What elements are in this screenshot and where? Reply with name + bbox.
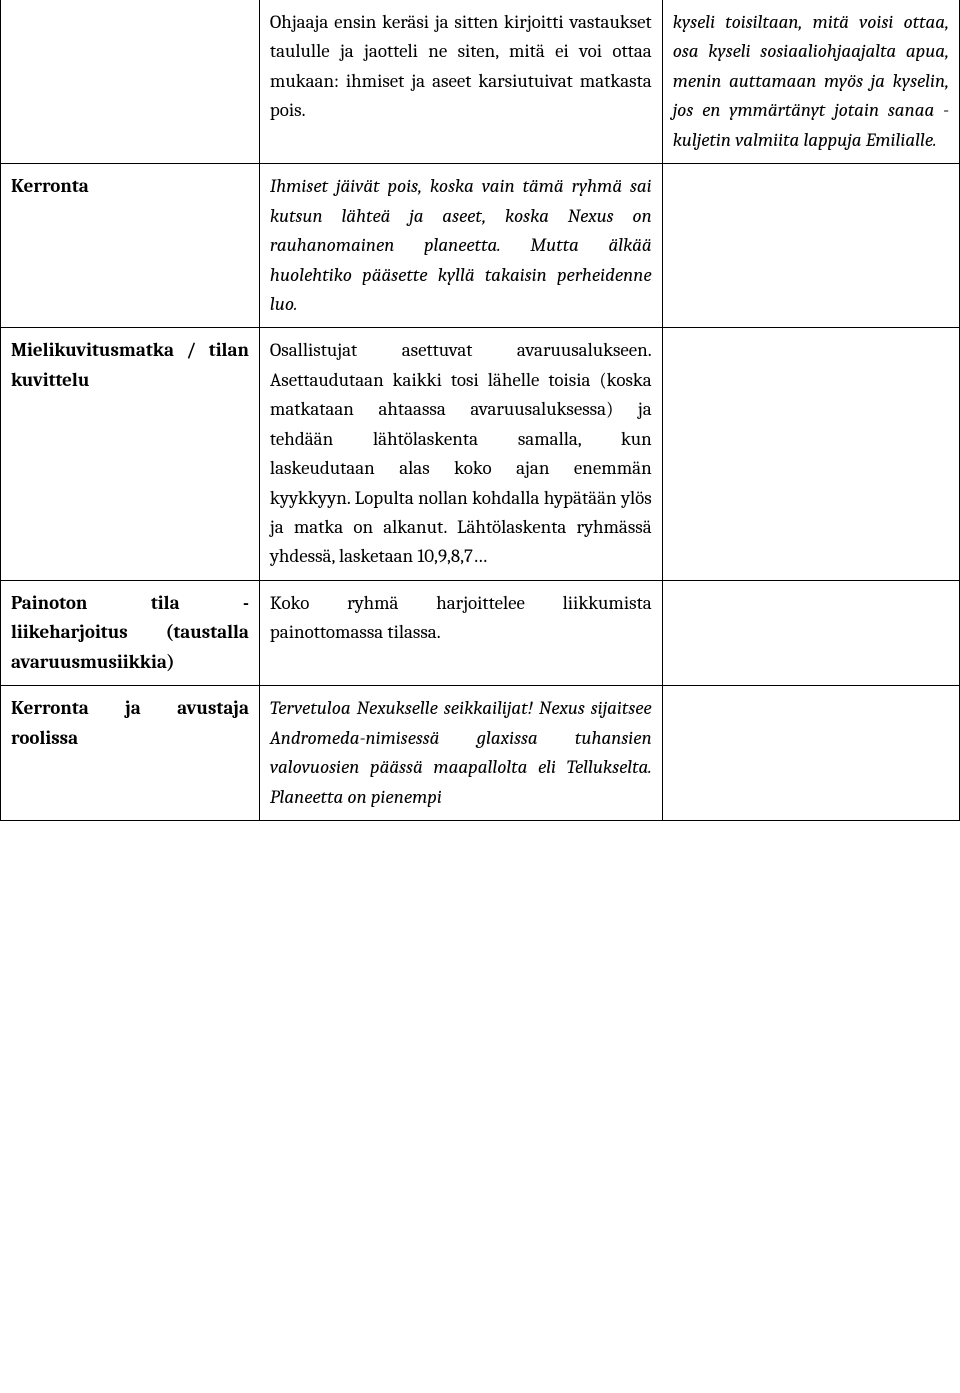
cell-label [1,0,260,164]
cell-label: Kerronta ja avustaja roolissa [1,686,260,821]
cell-note [662,580,959,685]
table-row: Kerronta Ihmiset jäivät pois, koska vain… [1,164,960,328]
table-body: Ohjaaja ensin keräsi ja sitten kirjoitti… [1,0,960,820]
cell-content: Osallistujat asettuvat avaruusalukseen. … [259,328,662,581]
cell-content: Ihmiset jäivät pois, koska vain tämä ryh… [259,164,662,328]
cell-note [662,686,959,821]
table-row: Ohjaaja ensin keräsi ja sitten kirjoitti… [1,0,960,164]
cell-content: Koko ryhmä harjoittelee liikkumista pain… [259,580,662,685]
cell-content: Tervetuloa Nexukselle seikkailijat! Nexu… [259,686,662,821]
cell-label: Mielikuvitusmatka / tilan kuvittelu [1,328,260,581]
table-row: Painoton tila - liikeharjoitus (taustall… [1,580,960,685]
cell-note: kyseli toisiltaan, mitä voisi ottaa, osa… [662,0,959,164]
cell-note [662,328,959,581]
cell-content: Ohjaaja ensin keräsi ja sitten kirjoitti… [259,0,662,164]
cell-label: Painoton tila - liikeharjoitus (taustall… [1,580,260,685]
cell-label: Kerronta [1,164,260,328]
content-table: Ohjaaja ensin keräsi ja sitten kirjoitti… [0,0,960,821]
table-row: Kerronta ja avustaja roolissa Tervetuloa… [1,686,960,821]
table-row: Mielikuvitusmatka / tilan kuvittelu Osal… [1,328,960,581]
cell-note [662,164,959,328]
